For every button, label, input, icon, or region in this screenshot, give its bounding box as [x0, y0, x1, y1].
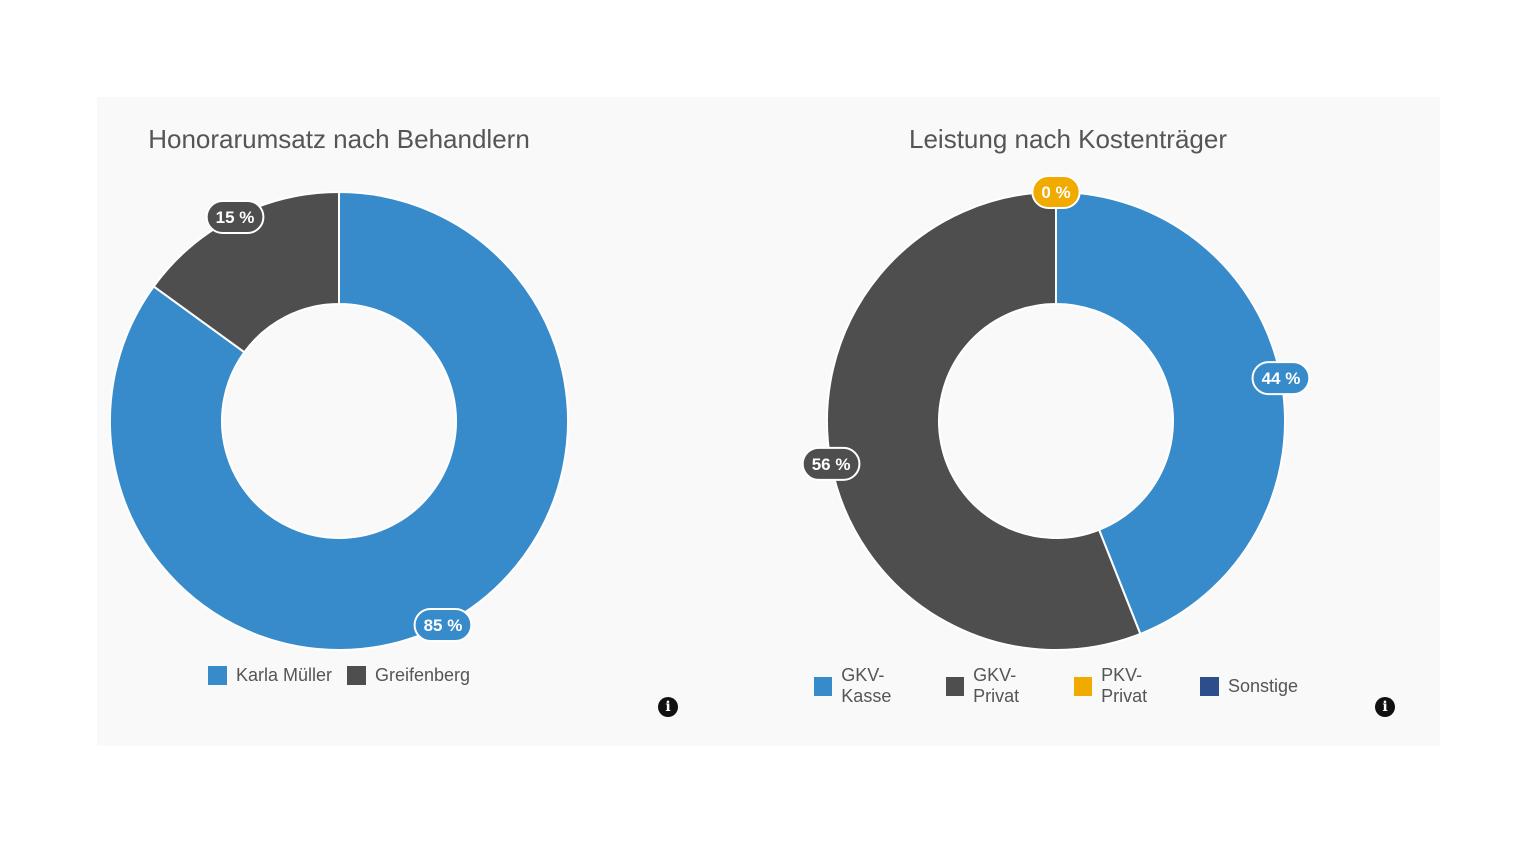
chart-title: Leistung nach Kostenträger [909, 124, 1227, 154]
data-label-gkv-kasse: 44 % [1251, 361, 1311, 396]
data-label-gkv-privat: 56 % [801, 446, 861, 481]
donut-slice-gkv-privat[interactable] [826, 190, 1142, 651]
legend-item-karla-m-ller[interactable]: Karla Müller [207, 665, 332, 686]
data-label-badge [801, 446, 861, 481]
charts-panel: Honorarumsatz nach Behandlern 85 % 15 % K… [97, 97, 1440, 746]
legend-label: PKV-Privat [1101, 665, 1148, 706]
legend-label: Greifenberg [374, 665, 471, 685]
chart-legend: GKV-Kasse GKV-Privat PKV-Privat Sonstige [814, 665, 1298, 707]
data-label-greifenberg: 15 % [205, 199, 265, 234]
legend-swatch [207, 666, 227, 685]
legend-item-greifenberg[interactable]: Greifenberg [346, 665, 471, 686]
legend-label: Sonstige [1227, 675, 1298, 696]
data-label-text: 44 % [1262, 369, 1301, 388]
donut-slice-karla-m-ller[interactable] [109, 190, 569, 651]
data-label-badge [205, 199, 265, 234]
info-icon[interactable]: i [1375, 697, 1395, 717]
donut-slice-gkv-kasse[interactable] [1055, 190, 1287, 636]
legend-swatch [945, 676, 965, 696]
chart-legend: Karla Müller Greifenberg [97, 665, 581, 686]
data-label-pkv-privat: 0 % [1031, 175, 1081, 209]
legend-item-gkv-privat[interactable]: GKV-Privat [945, 665, 1059, 707]
data-label-karla-m-ller: 85 % [413, 608, 473, 643]
legend-swatch [346, 666, 366, 685]
legend-swatch [1073, 676, 1093, 696]
data-label-badge [413, 608, 473, 643]
legend-swatch [1199, 676, 1219, 696]
donut-chart-kostentraeger: 44 % 56 % 0 % [801, 175, 1311, 651]
chart-card-honorarumsatz: Honorarumsatz nach Behandlern 85 % 15 % K… [97, 97, 768, 746]
legend-label: Karla Müller [235, 665, 332, 685]
donut-chart-honorarumsatz: 85 % 15 % [109, 190, 569, 651]
legend-label: GKV-Privat [973, 665, 1020, 706]
data-label-text: 85 % [424, 616, 463, 635]
legend-item-gkv-kasse[interactable]: GKV-Kasse [814, 665, 931, 707]
data-label-text: 0 % [1041, 183, 1070, 202]
info-icon[interactable]: i [658, 697, 678, 717]
legend-swatch [814, 676, 833, 696]
donut-slice-greifenberg[interactable] [152, 190, 340, 354]
data-label-badge [1251, 361, 1311, 396]
data-label-text: 15 % [216, 208, 255, 227]
chart-title: Honorarumsatz nach Behandlern [148, 124, 530, 154]
data-label-badge [1031, 175, 1081, 209]
chart-card-kostentraeger: Leistung nach Kostenträger 44 % 56 % 0 % G… [801, 97, 1485, 746]
data-label-text: 56 % [812, 455, 851, 474]
legend-label: GKV-Kasse [841, 665, 892, 706]
legend-item-pkv-privat[interactable]: PKV-Privat [1073, 665, 1185, 707]
legend-item-sonstige[interactable]: Sonstige [1199, 665, 1298, 707]
